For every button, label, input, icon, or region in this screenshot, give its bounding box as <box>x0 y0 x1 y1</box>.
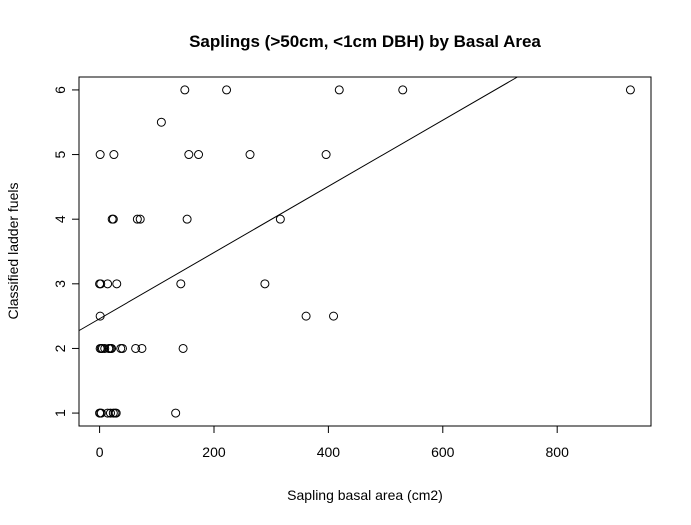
data-point <box>222 85 232 95</box>
data-point <box>194 150 204 160</box>
x-tick-label: 600 <box>431 444 455 460</box>
x-axis-label: Sapling basal area (cm2) <box>287 487 443 503</box>
data-point <box>329 311 339 321</box>
data-point <box>176 279 186 289</box>
data-point <box>625 85 635 95</box>
data-points <box>95 85 635 418</box>
data-point <box>95 150 105 160</box>
y-tick-label: 6 <box>52 86 68 94</box>
data-point <box>105 408 115 418</box>
y-tick-label: 1 <box>52 409 68 417</box>
data-point <box>111 408 121 418</box>
data-point <box>96 408 106 418</box>
chart-title: Saplings (>50cm, <1cm DBH) by Basal Area <box>189 32 541 51</box>
data-point <box>301 311 311 321</box>
x-tick-label: 800 <box>546 444 570 460</box>
data-point <box>171 408 181 418</box>
data-point <box>260 279 270 289</box>
regression-line <box>78 76 518 332</box>
data-point <box>103 408 113 418</box>
data-point <box>108 214 118 224</box>
y-tick-label: 3 <box>52 280 68 288</box>
data-point <box>131 343 141 353</box>
data-point <box>137 343 147 353</box>
data-point <box>96 279 106 289</box>
data-point <box>103 279 113 289</box>
data-point <box>97 343 107 353</box>
data-point <box>321 150 331 160</box>
data-point <box>109 150 119 160</box>
data-point <box>100 343 110 353</box>
y-axis-label: Classified ladder fuels <box>5 183 21 320</box>
data-point <box>117 343 127 353</box>
data-point <box>107 343 117 353</box>
data-point <box>135 214 145 224</box>
y-tick-label: 2 <box>52 344 68 352</box>
x-tick-label: 0 <box>96 444 104 460</box>
y-axis: 1 2 3 4 5 6 <box>52 86 79 417</box>
y-tick-label: 5 <box>52 150 68 158</box>
plot-area-frame <box>78 76 652 427</box>
data-point <box>275 214 285 224</box>
data-point <box>184 150 194 160</box>
data-point <box>182 214 192 224</box>
data-point <box>245 150 255 160</box>
x-tick-label: 200 <box>202 444 226 460</box>
data-point <box>112 279 122 289</box>
data-point <box>156 117 166 127</box>
data-point <box>95 311 105 321</box>
data-point <box>132 214 142 224</box>
x-axis: 0 200 400 600 800 <box>96 426 569 460</box>
y-tick-label: 4 <box>52 215 68 223</box>
data-point <box>116 343 126 353</box>
data-point <box>398 85 408 95</box>
data-point <box>334 85 344 95</box>
x-tick-label: 400 <box>317 444 341 460</box>
data-point <box>180 85 190 95</box>
data-point <box>178 343 188 353</box>
regression-line-group <box>78 76 518 332</box>
